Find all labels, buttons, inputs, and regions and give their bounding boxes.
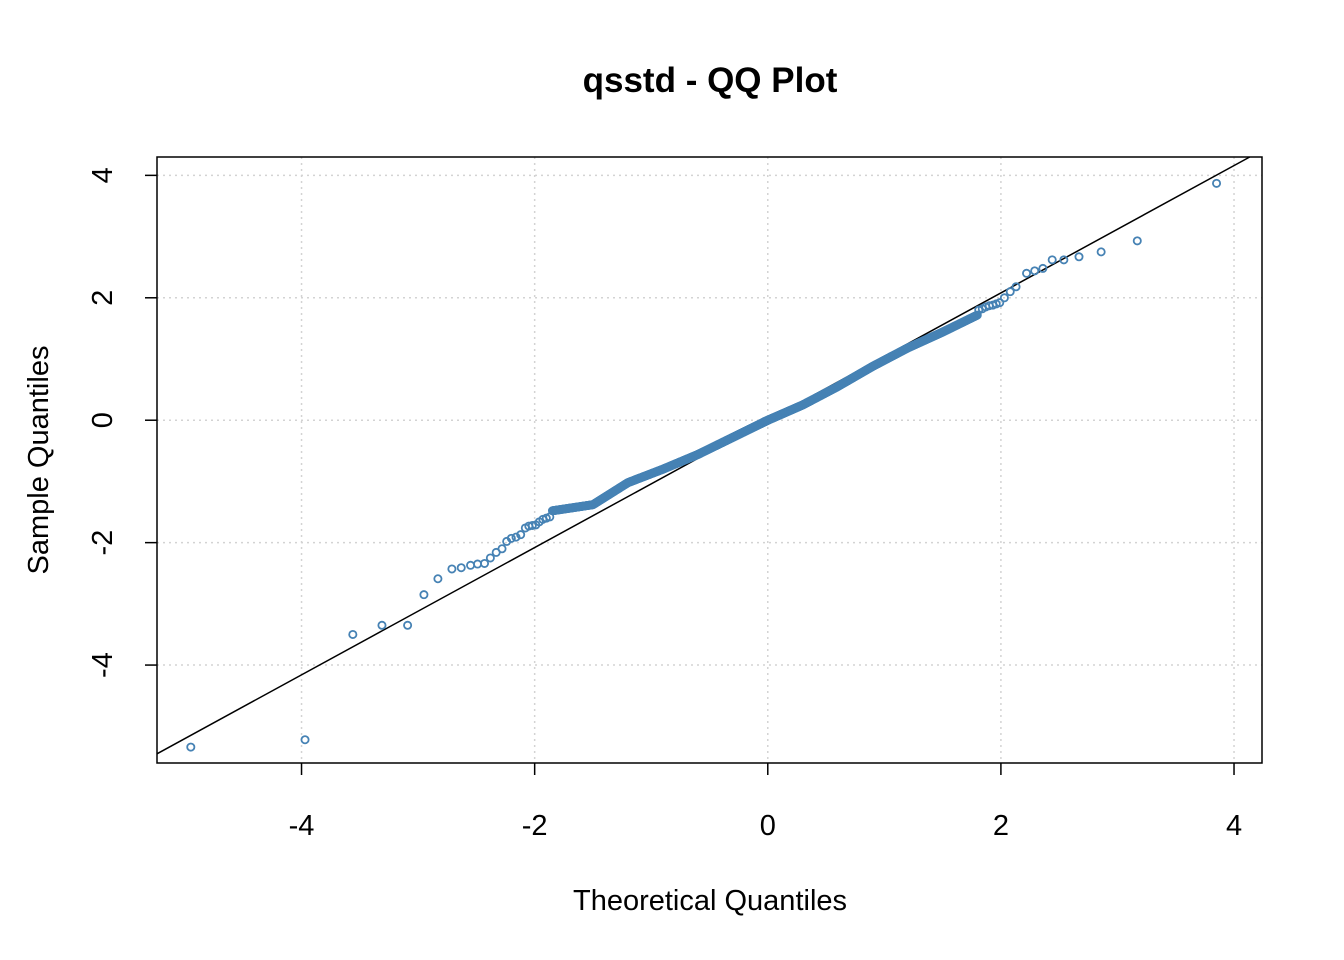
data-point	[1132, 236, 1142, 246]
chart-title: qsstd - QQ Plot	[583, 61, 838, 100]
y-axis-label: Sample Quantiles	[23, 346, 55, 575]
data-point	[485, 553, 495, 563]
plot-frame	[156, 156, 1263, 764]
data-point	[473, 559, 483, 569]
x-tick-label: 4	[1226, 810, 1242, 842]
x-tick-label: -2	[522, 810, 548, 842]
data-point	[527, 520, 537, 530]
data-point	[186, 742, 196, 752]
data-point	[1030, 266, 1040, 276]
data-point	[300, 735, 310, 745]
y-tick-label: 2	[87, 290, 119, 306]
data-point	[480, 558, 490, 568]
data-point	[516, 530, 526, 540]
x-tick-label: 2	[993, 810, 1009, 842]
data-point	[1096, 247, 1106, 257]
data-point	[433, 574, 443, 584]
y-tick-label: 4	[87, 167, 119, 183]
data-point	[377, 620, 387, 630]
data-point	[1005, 287, 1015, 297]
grid-lines	[157, 157, 1262, 763]
data-point	[456, 563, 466, 573]
data-point	[466, 560, 476, 570]
data-point	[1059, 255, 1069, 265]
data-point	[497, 544, 507, 554]
data-point	[1038, 263, 1048, 273]
data-point	[447, 564, 457, 574]
x-axis: -4 -2 0 2 4	[289, 763, 1242, 842]
x-tick-label: -4	[289, 810, 315, 842]
y-axis: -4 -2 0 2 4	[87, 167, 157, 678]
data-point	[1212, 178, 1222, 188]
y-tick-label: 0	[87, 412, 119, 428]
data-point	[999, 293, 1009, 303]
data-point	[545, 512, 555, 522]
x-tick-label: 0	[760, 810, 776, 842]
data-point	[506, 533, 516, 543]
data-point	[348, 629, 358, 639]
data-point	[419, 590, 429, 600]
data-point	[1074, 252, 1084, 262]
data-point	[972, 310, 982, 320]
y-tick-label: -2	[87, 530, 119, 556]
data-point	[995, 298, 1005, 308]
data-point	[1011, 282, 1021, 292]
data-point	[1047, 255, 1057, 265]
data-point	[511, 532, 521, 542]
data-point	[1022, 268, 1032, 278]
data-points	[186, 178, 1222, 752]
x-axis-label: Theoretical Quantiles	[573, 885, 847, 917]
y-tick-label: -4	[87, 652, 119, 678]
data-point	[403, 620, 413, 630]
